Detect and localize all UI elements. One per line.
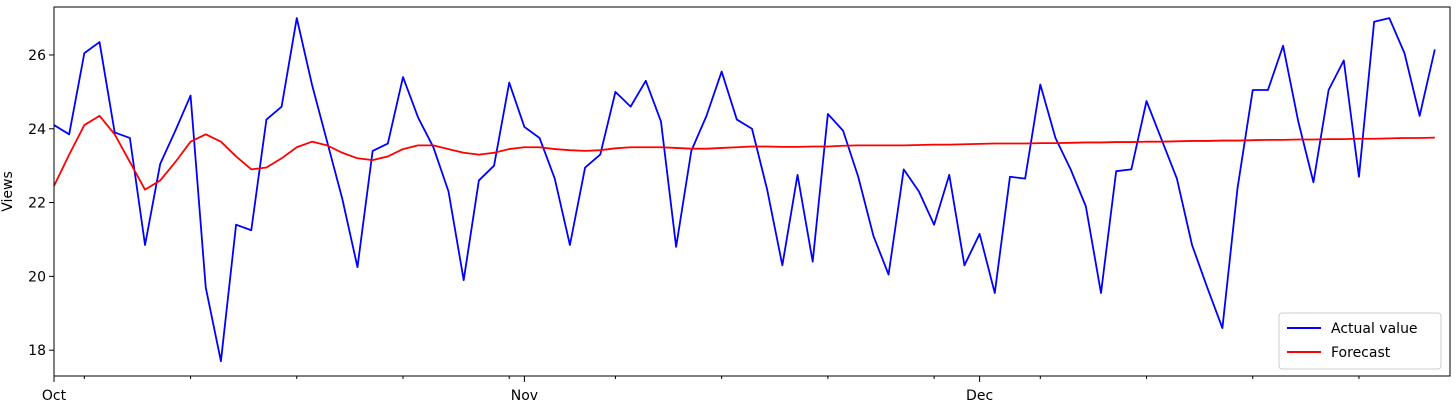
- x-tick-label: Oct: [42, 388, 67, 403]
- y-tick-label: 24: [28, 122, 46, 138]
- series-line-forecast: [53, 114, 1435, 191]
- x-axis: Oct Nov Dec: [42, 376, 1360, 403]
- legend-label: Forecast: [1331, 345, 1391, 361]
- y-axis: 18 20 22 24 26: [28, 48, 54, 359]
- y-tick-label: 26: [28, 48, 46, 64]
- legend: Actual value Forecast: [1278, 312, 1442, 370]
- y-tick-label: 20: [28, 269, 46, 285]
- series-line-actual-value: [53, 17, 1436, 363]
- y-axis-label: Views: [0, 171, 16, 212]
- x-tick-label: Dec: [966, 388, 993, 403]
- legend-label: Actual value: [1331, 321, 1418, 337]
- x-tick-label: Nov: [511, 388, 538, 403]
- y-tick-label: 18: [28, 343, 46, 359]
- plot-area: [53, 17, 1436, 363]
- axes-frame: [53, 6, 1451, 377]
- y-tick-label: 22: [28, 196, 46, 212]
